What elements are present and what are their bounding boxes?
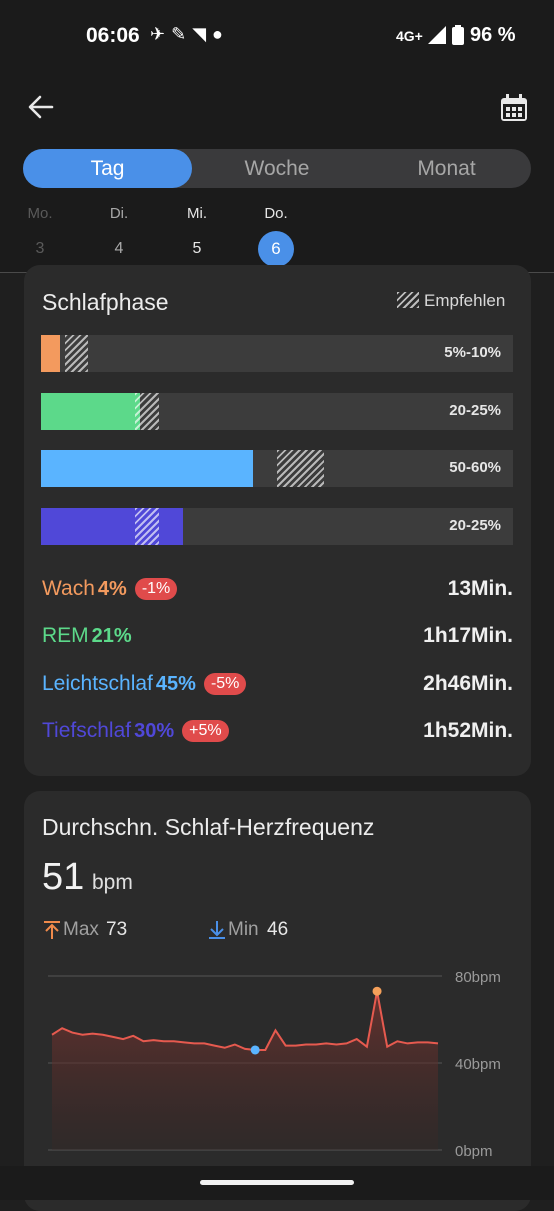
day-tue-num[interactable]: 4 xyxy=(114,240,124,257)
phase-name: REM xyxy=(42,624,89,647)
phase-duration: 1h17Min. xyxy=(423,624,513,647)
status-time: 06:06 xyxy=(86,24,140,47)
period-tabs: Tag Woche Monat xyxy=(23,149,531,188)
arrow-up-icon xyxy=(43,920,61,940)
y-tick-label: 0bpm xyxy=(455,1143,493,1160)
phase-name: Tiefschlaf xyxy=(42,719,132,742)
phase-row: Wach 4% -1% xyxy=(42,577,178,601)
battery-level: 96 % xyxy=(470,24,516,46)
heart-rate-title: Durchschn. Schlaf-Herzfrequenz xyxy=(42,814,375,840)
heart-rate-chart: 80bpm 40bpm 0bpm xyxy=(48,969,501,1160)
phase-row: Tiefschlaf 30% +5% xyxy=(42,719,229,743)
phase-delta-badge: -5% xyxy=(203,673,247,695)
phase-bar-fill xyxy=(41,393,141,430)
tab-day[interactable]: Tag xyxy=(23,149,192,188)
recommend-legend: Empfehlen xyxy=(424,291,506,310)
tab-month[interactable]: Monat xyxy=(417,157,476,180)
phase-bar-fill xyxy=(41,508,183,545)
sleep-phase-title: Schlafphase xyxy=(42,289,169,315)
min-point xyxy=(250,1045,260,1055)
calendar-icon xyxy=(501,94,527,121)
max-point xyxy=(372,986,382,996)
app-badge-icon: ● xyxy=(212,24,229,44)
gesture-nav-bar[interactable] xyxy=(200,1180,354,1185)
hatch-legend-icon xyxy=(397,292,419,308)
day-thu-selected[interactable]: 6 xyxy=(258,231,294,267)
wifi-icon: ◥ xyxy=(192,24,213,44)
tab-week[interactable]: Woche xyxy=(244,157,310,180)
phase-bar-track xyxy=(41,393,513,430)
day-mon-num[interactable]: 3 xyxy=(35,240,45,257)
phase-bar-track xyxy=(41,450,513,487)
heart-rate-line xyxy=(51,991,439,1051)
heart-rate-unit: bpm xyxy=(92,871,133,894)
phase-name: Wach xyxy=(42,577,95,600)
phase-delta-badge: +5% xyxy=(182,720,229,742)
recommended-range-hatch xyxy=(277,450,325,487)
app-notification-icon: ✎ xyxy=(171,24,193,44)
phase-percent: 30% xyxy=(134,720,175,742)
heart-rate-area xyxy=(52,991,438,1150)
day-thu-name[interactable]: Do. xyxy=(264,205,288,222)
recommended-range-hatch xyxy=(135,393,159,430)
day-mon-name[interactable]: Mo. xyxy=(27,205,53,222)
recommended-range-hatch xyxy=(64,335,89,372)
phase-range-label: 50-60% xyxy=(449,459,501,476)
signal-icon xyxy=(428,26,446,44)
back-button[interactable] xyxy=(26,92,56,122)
min-value: 46 xyxy=(267,919,289,940)
calendar-button[interactable] xyxy=(500,94,528,122)
day-tue-name[interactable]: Di. xyxy=(109,205,129,222)
max-value: 73 xyxy=(106,919,128,940)
arrow-left-icon xyxy=(28,95,54,119)
max-label: Max xyxy=(63,919,99,940)
phase-percent: 21% xyxy=(91,625,132,647)
phase-name: Leichtschlaf xyxy=(42,672,153,695)
day-wed-num[interactable]: 5 xyxy=(192,240,202,257)
min-label: Min xyxy=(228,919,259,940)
phase-duration: 1h52Min. xyxy=(423,719,513,742)
phase-range-label: 20-25% xyxy=(449,517,501,534)
phase-percent: 45% xyxy=(155,673,196,695)
phase-percent: 4% xyxy=(97,578,127,600)
phase-bar-track xyxy=(41,508,513,545)
notification-icons: ✈✎◥● xyxy=(150,24,229,45)
network-type: 4G+ xyxy=(396,28,423,44)
recommended-range-hatch xyxy=(135,508,159,545)
phase-range-label: 20-25% xyxy=(449,402,501,419)
arrow-down-icon xyxy=(208,920,226,940)
phase-bar-fill xyxy=(41,450,254,487)
phase-row: Leichtschlaf 45% -5% xyxy=(42,672,247,696)
phase-duration: 13Min. xyxy=(447,577,513,600)
day-wed-name[interactable]: Mi. xyxy=(187,205,207,222)
phase-delta-badge: -1% xyxy=(134,578,178,600)
phase-bar-track xyxy=(41,335,513,372)
phase-duration: 2h46Min. xyxy=(423,672,513,695)
phase-range-label: 5%-10% xyxy=(444,344,501,361)
y-tick-label: 40bpm xyxy=(455,1056,501,1073)
battery-icon xyxy=(452,25,464,45)
heart-rate-value: 51 xyxy=(42,856,85,898)
y-tick-label: 80bpm xyxy=(455,969,501,986)
phase-row: REM 21% xyxy=(42,624,132,648)
phase-bar-fill xyxy=(41,335,60,372)
airplane-icon: ✈ xyxy=(150,24,172,44)
